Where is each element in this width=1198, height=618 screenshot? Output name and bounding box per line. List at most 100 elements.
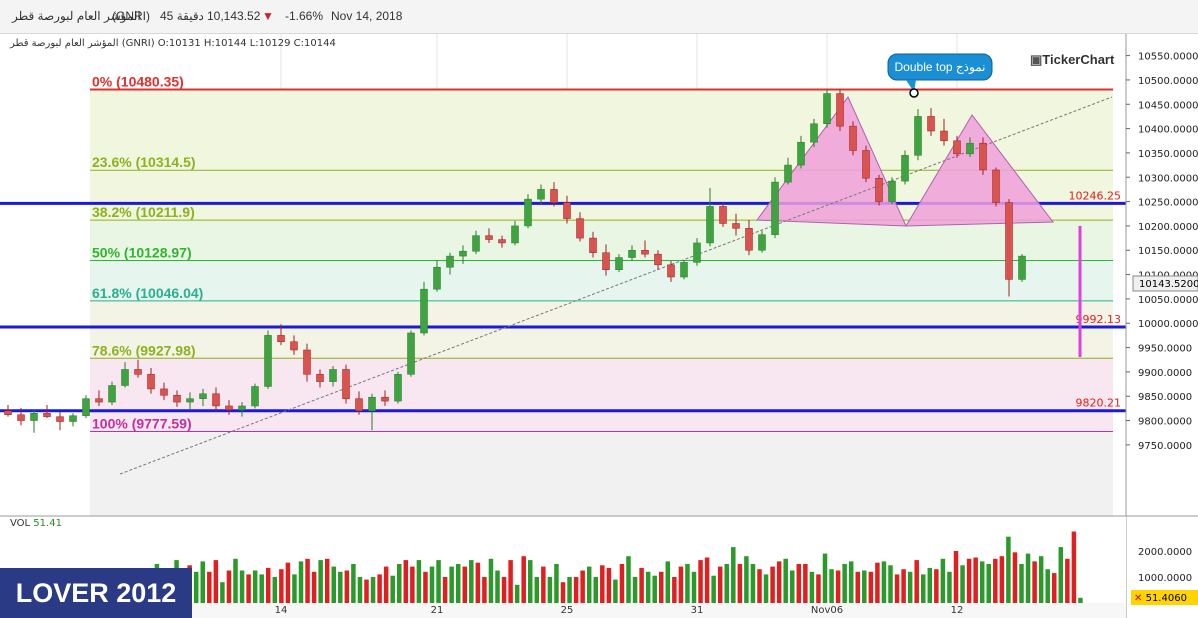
double-top-pattern[interactable] [119, 96, 1113, 475]
axis-tick-label: 9950.0000 [1138, 344, 1192, 355]
candle-body [420, 288, 428, 334]
volume-bar [292, 574, 297, 603]
candle-body [667, 264, 675, 278]
trend-line[interactable] [119, 96, 1113, 475]
plot-left-margin [0, 34, 90, 516]
volume-bar [495, 570, 500, 603]
fib-level-label: 38.2% (10211.9) [92, 204, 195, 220]
symbol-code: (GNRI) [112, 9, 150, 23]
axis-tick-label: 10000.0000 [1138, 319, 1198, 330]
volume-bar [875, 562, 880, 603]
volume-bar [311, 571, 317, 603]
candle-body [875, 177, 883, 202]
fib-band [90, 89, 1113, 171]
volume-bar [390, 575, 395, 603]
candle-body [641, 249, 649, 255]
candle-body [602, 252, 610, 270]
candle-body [537, 189, 545, 200]
volume-bar [501, 577, 507, 603]
candle-body [134, 369, 142, 375]
candle-body [95, 398, 103, 403]
volume-bar [423, 571, 428, 603]
volume-bar [220, 582, 225, 603]
volume-bar [829, 569, 834, 603]
volume-bar [534, 577, 540, 603]
volume-bar [344, 570, 350, 603]
candle-body [43, 413, 51, 417]
time-axis-label: 31 [691, 605, 704, 616]
candle-body [446, 255, 454, 268]
quote-date: Nov 14, 2018 [331, 9, 403, 23]
volume-bar [528, 560, 533, 603]
price-axis[interactable]: 10550.0000 10500.0000 10450.0000 10400.0000… [1125, 34, 1198, 618]
candle-body [732, 223, 740, 229]
volume-bar [855, 571, 860, 603]
volume-bar [246, 574, 251, 603]
svg-text:✕ 51.4060: ✕ 51.4060 [1134, 593, 1187, 604]
candle-body [264, 335, 272, 387]
candle-body [563, 202, 571, 219]
candle-body [4, 410, 12, 415]
volume-bar [442, 577, 448, 603]
volume-bar [1071, 531, 1077, 603]
fib-level-label: 100% (9777.59) [92, 415, 192, 431]
interval-label[interactable]: 45 دقيقة [160, 9, 204, 23]
volume-bar [672, 577, 677, 603]
volume-bar [1025, 553, 1031, 603]
volume-bar [364, 579, 369, 603]
double-top-callout[interactable]: Double top نموذج [887, 53, 993, 98]
candle-body [329, 369, 337, 382]
volume-bar [1065, 558, 1070, 603]
time-axis-label: 14 [275, 605, 288, 616]
volume-bar [744, 556, 749, 603]
volume-bar [560, 582, 566, 603]
candle-body [511, 225, 519, 244]
fib-level-label: 50% (10128.97) [92, 244, 192, 260]
volume-bar [593, 577, 598, 603]
volume-bar [770, 566, 775, 603]
volume-bar [1006, 536, 1011, 603]
fib-band [90, 260, 1113, 301]
volume-bar [901, 569, 906, 603]
candle-body [914, 116, 922, 156]
candle-body [485, 235, 493, 240]
candle-body [394, 374, 402, 402]
volume-bar [338, 571, 343, 603]
volume-bar [573, 577, 579, 603]
volume-bar [351, 564, 356, 603]
volume-bar [508, 560, 513, 603]
fib-level-label: 0% (10480.35) [92, 73, 184, 89]
watermark-label: LOVER 2012 [0, 568, 192, 618]
axis-tick-label: 10300.0000 [1138, 173, 1198, 184]
callout-anchor-icon[interactable] [909, 88, 919, 98]
candle-body [758, 234, 766, 251]
volume-bar [763, 574, 769, 603]
volume-bar [724, 564, 729, 603]
volume-bar [613, 579, 618, 603]
candle-body [888, 180, 896, 202]
candle-body [797, 141, 805, 166]
volume-bar [881, 561, 887, 603]
volume-bar [233, 558, 238, 603]
candle-body [498, 239, 506, 244]
candle-body [459, 250, 467, 257]
volume-bar [324, 558, 330, 603]
fibonacci-retracement[interactable]: 0% (10480.35) 23.6% (10314.5) 38.2% (10211… [90, 73, 1113, 516]
svg-text:10143.5200: 10143.5200 [1139, 279, 1198, 290]
volume-bar [541, 566, 546, 603]
index-name: المؤشر العام لبورصة قطر [12, 9, 141, 23]
volume-bar [750, 564, 756, 603]
candle-body [17, 414, 25, 421]
candle-body [550, 189, 558, 203]
candle-body [342, 369, 350, 399]
axis-tick-label: 9900.0000 [1138, 368, 1192, 379]
axis-tick-label: 10500.0000 [1138, 76, 1198, 87]
volume-bar [842, 564, 847, 603]
volume-bar [285, 562, 291, 603]
candle-body [277, 335, 285, 342]
volume-bar [691, 571, 697, 603]
candle-body [862, 150, 870, 179]
candle-body [576, 218, 584, 239]
time-axis[interactable]: 14 21 25 31 Nov06 12 [0, 603, 1126, 618]
